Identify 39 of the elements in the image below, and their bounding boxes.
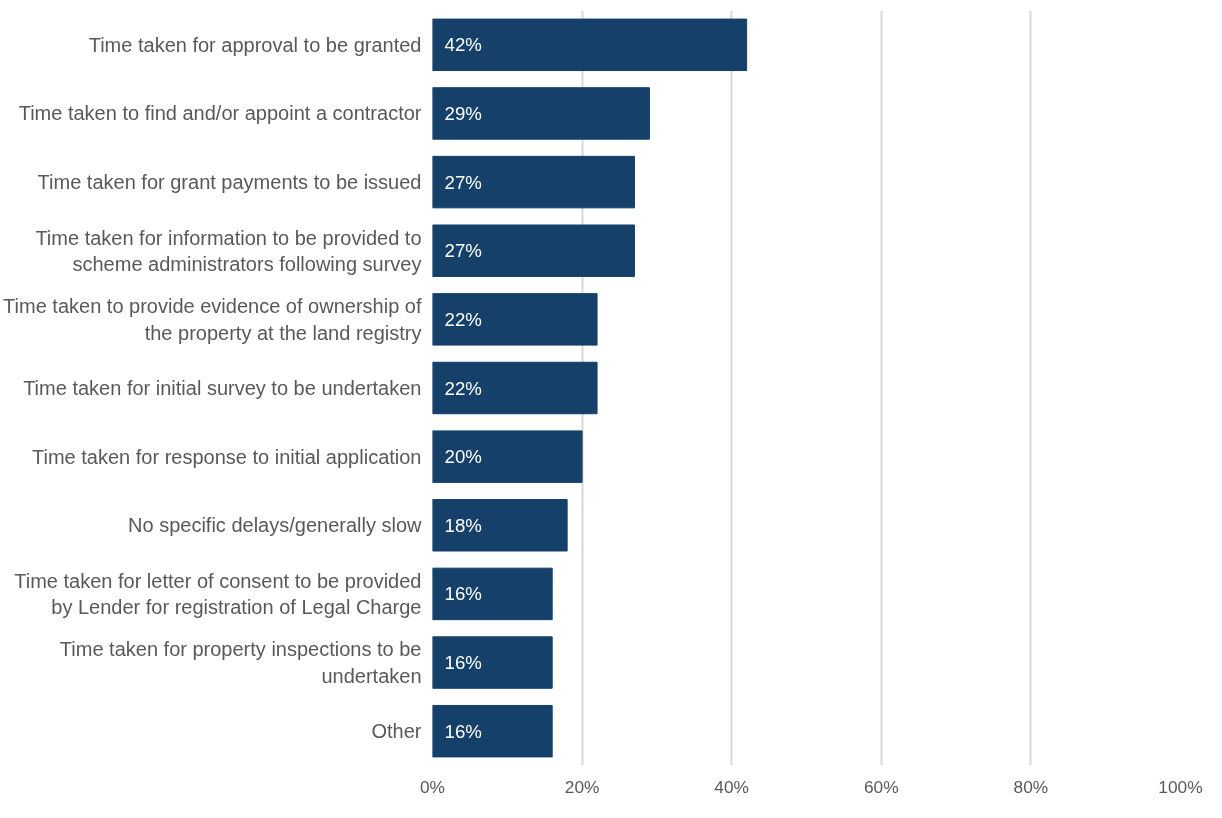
x-tick-label: 80% xyxy=(1013,776,1049,797)
data-label: 16% xyxy=(444,652,482,674)
data-label: 16% xyxy=(444,720,482,742)
x-tick-label: 20% xyxy=(564,776,600,797)
y-tick-label: Other xyxy=(371,720,422,743)
y-tick-label: Time taken for initial survey to be undertaken xyxy=(23,377,422,399)
bar xyxy=(432,361,598,415)
x-tick-label: 0% xyxy=(419,776,446,797)
data-label: 22% xyxy=(444,377,482,399)
data-label: 18% xyxy=(444,514,482,536)
y-tick-label: Time taken for approval to be granted xyxy=(88,33,422,56)
y-tick-label: Time taken for response to initial application xyxy=(32,445,422,468)
bar xyxy=(432,87,650,140)
x-tick-label: 40% xyxy=(714,776,750,797)
bar xyxy=(432,155,635,209)
data-label: 20% xyxy=(444,446,482,468)
data-label: 29% xyxy=(444,102,482,124)
bar xyxy=(432,704,553,758)
y-tick-label: Time taken for grant payments to be issued xyxy=(37,171,422,194)
bar xyxy=(432,293,598,346)
bar xyxy=(432,499,568,552)
data-label: 42% xyxy=(444,34,482,56)
y-tick-label: No specific delays/generally slow xyxy=(128,514,423,537)
bar xyxy=(432,224,635,277)
y-tick-label: Time taken for property inspections to be undertaken xyxy=(59,638,422,687)
x-tick-label: 100% xyxy=(1158,776,1203,797)
y-tick-label: Time taken for letter of consent to be provided by Lender for registration of Legal Charge xyxy=(14,569,422,619)
data-label: 22% xyxy=(444,308,482,330)
y-tick-label: Time taken to provide evidence of ownership of the property at the land registry xyxy=(3,295,422,344)
data-label: 16% xyxy=(444,583,482,605)
bar xyxy=(432,567,553,621)
data-label: 27% xyxy=(444,171,482,193)
y-tick-label: Time taken for information to be provided to scheme administrators following survey xyxy=(35,226,422,275)
bar xyxy=(432,18,748,72)
y-tick-label: Time taken to find and/or appoint a contractor xyxy=(18,102,422,125)
bar xyxy=(432,430,583,483)
bar xyxy=(432,636,553,689)
x-tick-label: 60% xyxy=(863,776,899,797)
data-label: 27% xyxy=(444,240,482,262)
